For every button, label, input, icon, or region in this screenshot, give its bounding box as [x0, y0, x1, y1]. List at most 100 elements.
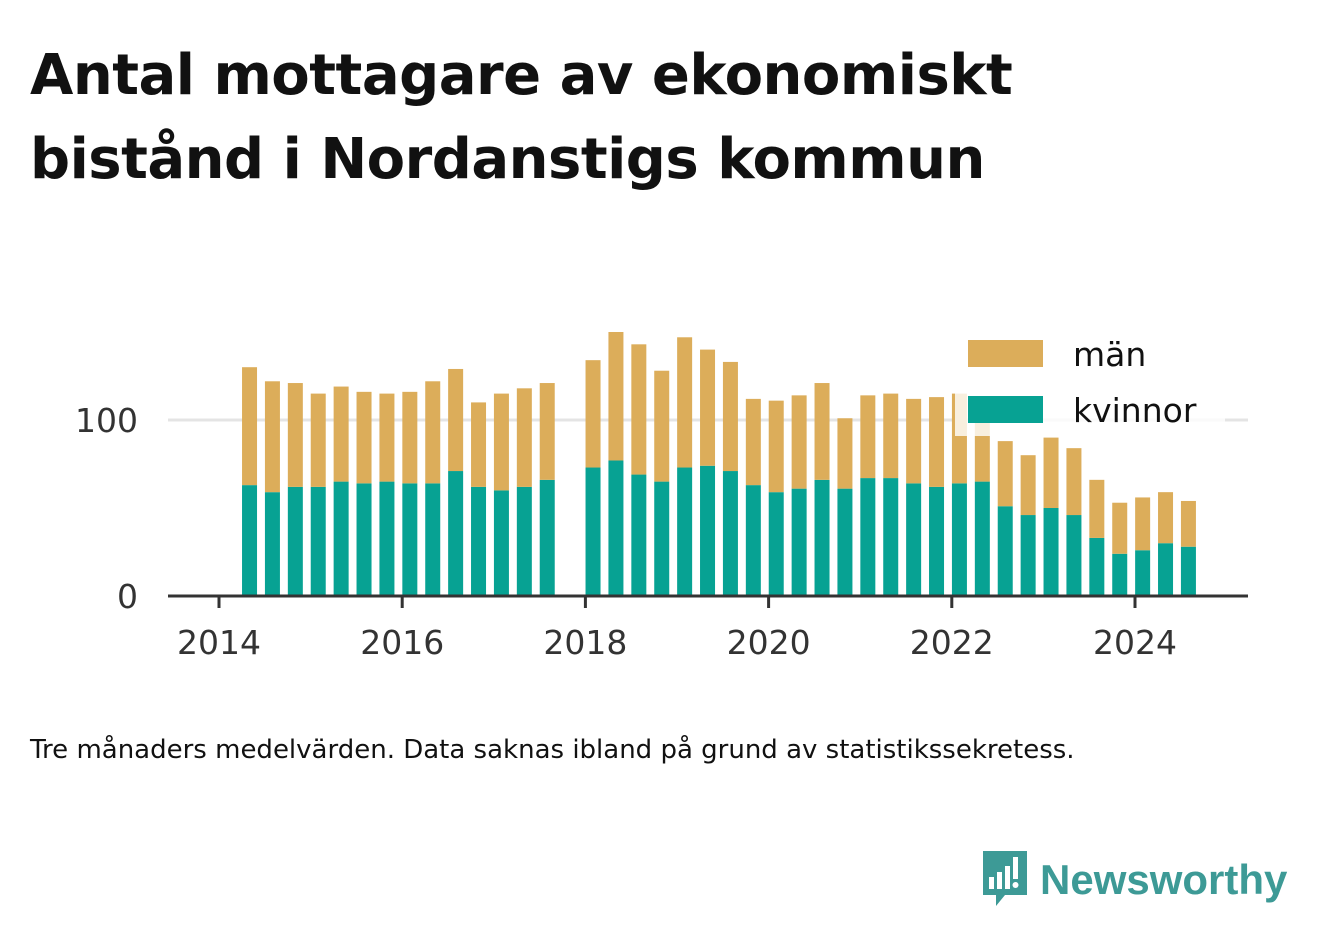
bar-män-2017-08	[539, 383, 555, 480]
x-tick-label: 2020	[727, 623, 811, 662]
legend-label-kvinnor: kvinnor	[1073, 391, 1197, 430]
bar-män-2024-02	[1135, 497, 1151, 551]
newsworthy-brand[interactable]: Newsworthy	[980, 848, 1287, 912]
bar-kvinnor-2021-05	[883, 478, 899, 596]
bar-män-2016-08	[448, 368, 464, 472]
bar-kvinnor-2015-08	[356, 483, 372, 596]
bar-kvinnor-2021-11	[929, 486, 945, 596]
bar-kvinnor-2023-05	[1066, 515, 1082, 596]
bar-män-2018-05	[608, 332, 624, 461]
bar-kvinnor-2015-05	[333, 481, 349, 596]
bar-kvinnor-2024-02	[1135, 550, 1151, 596]
bar-män-2022-11	[1020, 455, 1036, 516]
legend-label-män: män	[1073, 335, 1146, 374]
bar-kvinnor-2021-08	[906, 483, 922, 596]
bar-kvinnor-2019-08	[722, 471, 738, 596]
bar-män-2020-05	[791, 395, 807, 489]
bar-kvinnor-2018-05	[608, 460, 624, 596]
y-tick-label: 100	[75, 401, 138, 440]
x-tick-label: 2022	[910, 623, 994, 662]
newsworthy-logo-icon	[980, 848, 1030, 912]
bar-kvinnor-2016-02	[402, 483, 418, 596]
bar-kvinnor-2020-05	[791, 488, 807, 596]
bar-män-2014-11	[287, 383, 303, 487]
legend-swatch-kvinnor	[968, 396, 1043, 423]
bar-män-2016-02	[402, 391, 418, 484]
bar-kvinnor-2018-02	[585, 467, 601, 596]
bar-kvinnor-2023-08	[1089, 537, 1105, 596]
bar-män-2017-02	[493, 393, 509, 491]
bar-kvinnor-2014-08	[264, 492, 280, 596]
bar-kvinnor-2019-05	[700, 465, 716, 596]
bar-män-2016-05	[425, 381, 441, 484]
bar-män-2024-08	[1180, 500, 1196, 547]
bar-män-2014-05	[242, 367, 258, 486]
bar-kvinnor-2024-05	[1158, 543, 1174, 596]
x-tick-label: 2014	[177, 623, 261, 662]
bar-kvinnor-2015-02	[310, 486, 326, 596]
bar-män-2021-11	[929, 397, 945, 487]
x-tick-label: 2024	[1093, 623, 1177, 662]
y-tick-label: 0	[117, 577, 138, 616]
bar-män-2018-02	[585, 360, 601, 468]
bar-män-2019-11	[745, 398, 761, 486]
bar-kvinnor-2019-11	[745, 485, 761, 596]
bar-kvinnor-2017-08	[539, 479, 555, 596]
bar-kvinnor-2022-11	[1020, 515, 1036, 596]
bar-män-2018-11	[654, 370, 670, 482]
bar-män-2022-08	[997, 441, 1013, 507]
chart-title: Antal mottagare av ekonomiskt bistånd i …	[30, 43, 1013, 192]
bar-kvinnor-2017-05	[516, 486, 532, 596]
bar-män-2017-05	[516, 388, 532, 487]
bar-män-2019-05	[700, 349, 716, 466]
bar-kvinnor-2024-08	[1180, 546, 1196, 596]
bar-kvinnor-2015-11	[379, 481, 395, 596]
bar-kvinnor-2017-02	[493, 490, 509, 596]
bar-män-2021-08	[906, 398, 922, 484]
bar-män-2020-02	[768, 400, 784, 493]
bar-män-2021-05	[883, 393, 899, 479]
bar-män-2019-02	[677, 337, 693, 468]
bar-män-2014-08	[264, 381, 280, 493]
bar-kvinnor-2018-11	[654, 481, 670, 596]
bar-män-2023-02	[1043, 437, 1059, 508]
bar-män-2019-08	[722, 361, 738, 472]
bar-kvinnor-2020-02	[768, 492, 784, 596]
bar-kvinnor-2016-11	[471, 486, 487, 596]
bar-män-2015-02	[310, 393, 326, 487]
bar-män-2023-05	[1066, 448, 1082, 516]
bar-män-2020-08	[814, 383, 830, 480]
bar-män-2023-08	[1089, 479, 1105, 538]
bar-kvinnor-2023-02	[1043, 508, 1059, 596]
bar-kvinnor-2022-02	[951, 483, 967, 596]
bar-kvinnor-2020-11	[837, 488, 853, 596]
bar-kvinnor-2021-02	[860, 478, 876, 596]
bars	[242, 332, 1196, 596]
x-tick-label: 2018	[543, 623, 627, 662]
bar-män-2023-11	[1112, 502, 1128, 554]
bar-kvinnor-2020-08	[814, 479, 830, 596]
x-tick-label: 2016	[360, 623, 444, 662]
bar-män-2021-02	[860, 395, 876, 479]
bar-män-2016-11	[471, 402, 487, 487]
footnote: Tre månaders medelvärden. Data saknas ib…	[30, 735, 1075, 765]
bar-kvinnor-2014-11	[287, 486, 303, 596]
bar-män-2015-08	[356, 391, 372, 484]
bar-män-2020-11	[837, 418, 853, 489]
bar-kvinnor-2014-05	[242, 485, 258, 596]
axes: 0 100 2014 2016 2018 2020 2022 2024	[75, 401, 1248, 662]
bar-kvinnor-2016-05	[425, 483, 441, 596]
legend-swatch-män	[968, 340, 1043, 367]
legend: män kvinnor	[955, 328, 1225, 436]
bar-kvinnor-2023-11	[1112, 553, 1128, 596]
bar-män-2015-05	[333, 386, 349, 482]
stacked-bar-chart: 0 100 2014 2016 2018 2020 2022 2024 män kvinnor	[75, 328, 1248, 662]
bar-kvinnor-2022-05	[974, 481, 990, 596]
bar-kvinnor-2016-08	[448, 471, 464, 596]
bar-kvinnor-2018-08	[631, 474, 647, 596]
brand-name: Newsworthy	[1040, 856, 1288, 903]
bar-män-2024-05	[1158, 492, 1174, 544]
bar-män-2018-08	[631, 344, 647, 475]
bar-kvinnor-2019-02	[677, 467, 693, 596]
bar-män-2015-11	[379, 393, 395, 482]
